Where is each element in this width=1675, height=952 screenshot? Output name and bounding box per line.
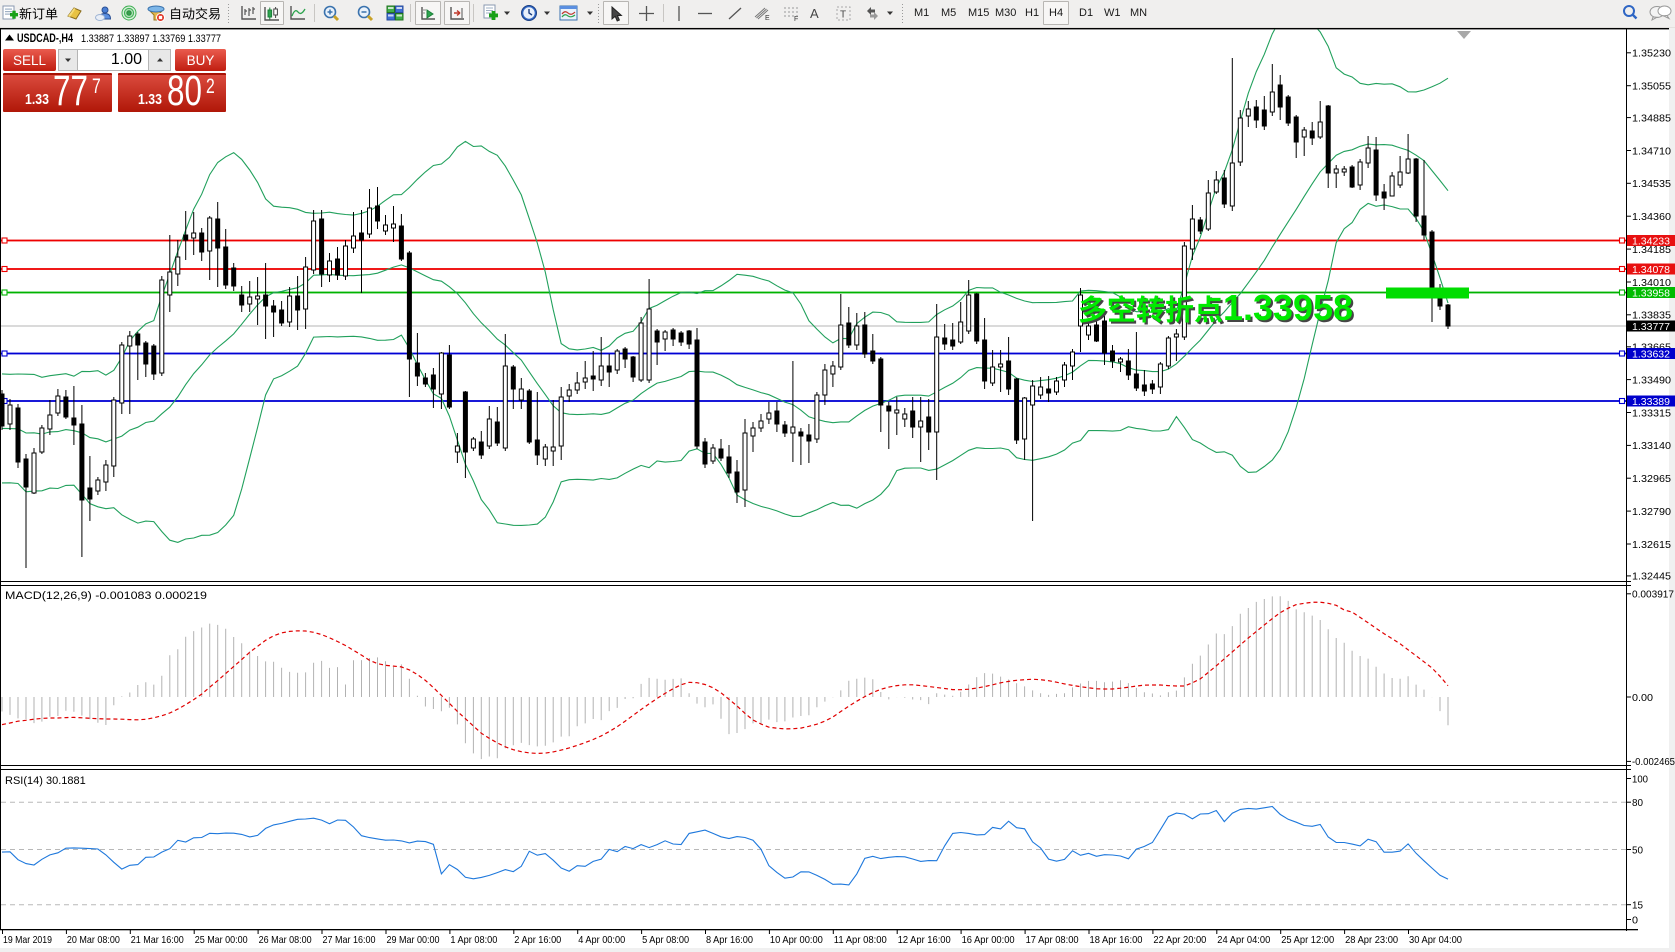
svg-text:MACD(12,26,9) -0.001083 0.0002: MACD(12,26,9) -0.001083 0.000219 [5, 590, 207, 602]
svg-text:1.32790: 1.32790 [1632, 506, 1671, 518]
svg-text:17 Apr 08:00: 17 Apr 08:00 [1026, 934, 1079, 946]
svg-text:T: T [840, 9, 846, 20]
svg-text:1.32615: 1.32615 [1632, 539, 1671, 551]
svg-text:28 Apr 23:00: 28 Apr 23:00 [1345, 934, 1398, 946]
svg-text:1.34885: 1.34885 [1632, 112, 1671, 124]
svg-text:0.00: 0.00 [1632, 692, 1653, 704]
svg-text:2 Apr 16:00: 2 Apr 16:00 [514, 934, 561, 946]
svg-text:1.34710: 1.34710 [1632, 145, 1671, 157]
svg-text:1.33315: 1.33315 [1632, 407, 1671, 419]
svg-text:E: E [765, 15, 770, 22]
svg-text:1 Apr 08:00: 1 Apr 08:00 [450, 934, 497, 946]
svg-text:1.32965: 1.32965 [1632, 473, 1671, 485]
svg-text:1.33490: 1.33490 [1632, 374, 1671, 386]
svg-text:20 Mar 08:00: 20 Mar 08:00 [67, 934, 120, 946]
svg-text:1.34010: 1.34010 [1632, 277, 1671, 289]
svg-text:10 Apr 00:00: 10 Apr 00:00 [770, 934, 823, 946]
svg-text:30 Apr 04:00: 30 Apr 04:00 [1409, 934, 1462, 946]
svg-text:1.34185: 1.34185 [1632, 244, 1671, 256]
svg-text:1.33958: 1.33958 [1632, 287, 1670, 299]
svg-text:1.33632: 1.33632 [1632, 348, 1670, 360]
svg-text:1.33958: 1.33958 [1225, 289, 1355, 330]
svg-text:1.32445: 1.32445 [1632, 571, 1671, 583]
svg-text:16 Apr 00:00: 16 Apr 00:00 [962, 934, 1015, 946]
svg-text:100: 100 [1632, 773, 1648, 785]
svg-text:1.35055: 1.35055 [1632, 81, 1671, 93]
svg-text:1.33958: 1.33958 [1223, 287, 1353, 328]
svg-text:5 Apr 08:00: 5 Apr 08:00 [642, 934, 689, 946]
svg-text:22 Apr 20:00: 22 Apr 20:00 [1153, 934, 1206, 946]
svg-text:0.003917: 0.003917 [1632, 589, 1674, 601]
svg-text:12 Apr 16:00: 12 Apr 16:00 [898, 934, 951, 946]
svg-text:25 Mar 00:00: 25 Mar 00:00 [195, 934, 248, 946]
svg-text:USDCAD-,H4: USDCAD-,H4 [17, 33, 73, 45]
svg-text:1.34535: 1.34535 [1632, 178, 1671, 190]
svg-text:24 Apr 04:00: 24 Apr 04:00 [1217, 934, 1270, 946]
svg-text:29 Mar 00:00: 29 Mar 00:00 [387, 934, 440, 946]
svg-text:RSI(14) 30.1881: RSI(14) 30.1881 [5, 775, 86, 787]
svg-text:80: 80 [1632, 797, 1643, 809]
svg-text:1.35230: 1.35230 [1632, 48, 1671, 60]
svg-text:26 Mar 08:00: 26 Mar 08:00 [259, 934, 312, 946]
svg-text:-0.002465: -0.002465 [1632, 756, 1675, 768]
svg-text:8 Apr 16:00: 8 Apr 16:00 [706, 934, 753, 946]
svg-text:1.33140: 1.33140 [1632, 440, 1671, 452]
svg-text:25 Apr 12:00: 25 Apr 12:00 [1281, 934, 1334, 946]
svg-text:50: 50 [1632, 844, 1643, 856]
svg-text:1.34360: 1.34360 [1632, 211, 1671, 223]
svg-text:21 Mar 16:00: 21 Mar 16:00 [131, 934, 184, 946]
svg-text:1.33389: 1.33389 [1632, 396, 1670, 408]
svg-text:0: 0 [1632, 914, 1638, 926]
svg-text:1.34078: 1.34078 [1632, 264, 1670, 276]
svg-text:1.33887 1.33897 1.33769 1.3377: 1.33887 1.33897 1.33769 1.33777 [81, 33, 221, 45]
svg-text:15: 15 [1632, 900, 1643, 912]
svg-text:11 Apr 08:00: 11 Apr 08:00 [834, 934, 887, 946]
svg-text:1.33835: 1.33835 [1632, 310, 1671, 322]
svg-text:4 Apr 00:00: 4 Apr 00:00 [578, 934, 625, 946]
svg-text:F: F [794, 16, 798, 22]
svg-text:27 Mar 16:00: 27 Mar 16:00 [323, 934, 376, 946]
svg-text:19 Mar 2019: 19 Mar 2019 [3, 934, 52, 946]
svg-text:1.33777: 1.33777 [1632, 321, 1670, 333]
svg-text:18 Apr 16:00: 18 Apr 16:00 [1090, 934, 1143, 946]
svg-text:1.34233: 1.34233 [1632, 235, 1670, 247]
